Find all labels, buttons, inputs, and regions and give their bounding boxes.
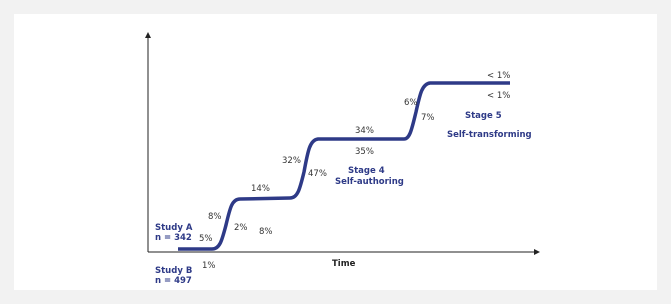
x-axis-label: Time: [332, 259, 356, 269]
percentage: 1%: [202, 261, 216, 271]
percentage: 35%: [355, 147, 374, 157]
study-b-n: n = 497: [155, 276, 192, 286]
percentage: 5%: [199, 234, 213, 244]
stage-label: Self-transforming: [447, 130, 532, 140]
panel: [14, 14, 657, 290]
y-arrow: [145, 32, 151, 38]
stage-name: Stage 4: [348, 166, 385, 176]
percentage: 8%: [208, 212, 222, 222]
percentage: 47%: [308, 169, 327, 179]
percentage: < 1%: [487, 71, 510, 81]
study-b-name: Study B: [155, 266, 192, 276]
development-curve: [178, 81, 510, 251]
percentage: 32%: [282, 156, 301, 166]
percentage: < 1%: [487, 91, 510, 101]
percentage: 8%: [259, 227, 273, 237]
percentage: 7%: [421, 113, 435, 123]
percentage: 14%: [251, 184, 270, 194]
stage-name: Stage 5: [465, 111, 502, 121]
x-arrow: [534, 249, 540, 255]
study-a-n: n = 342: [155, 233, 192, 243]
percentage: 2%: [234, 223, 248, 233]
percentage: 34%: [355, 126, 374, 136]
study-a-name: Study A: [155, 223, 193, 233]
stage-label: Self-authoring: [335, 177, 404, 187]
percentage: 6%: [404, 98, 418, 108]
axes: [145, 32, 540, 255]
